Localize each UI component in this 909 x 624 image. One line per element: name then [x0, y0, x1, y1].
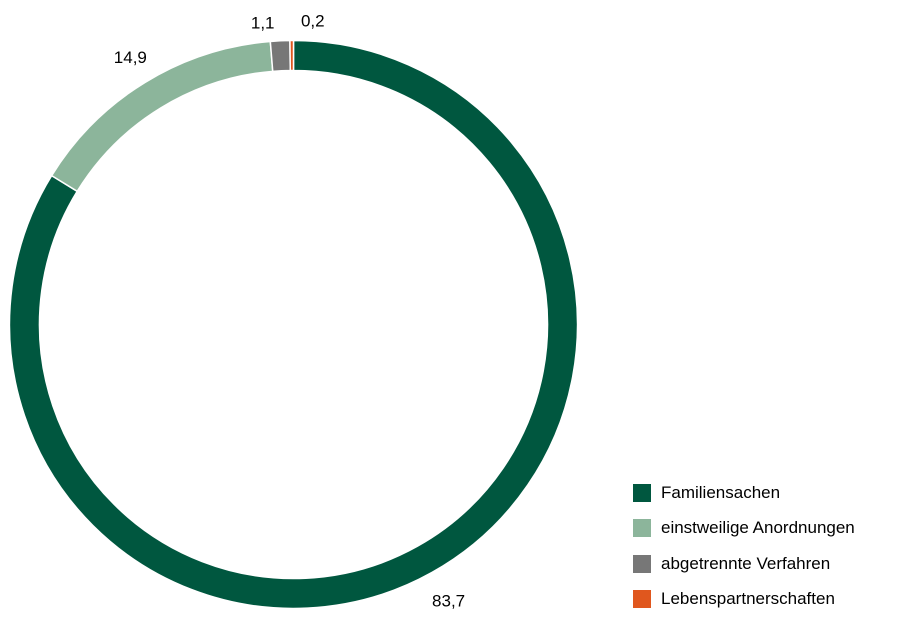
slice-abgetrennte-verfahren — [269, 39, 292, 73]
donut-slices — [8, 39, 579, 610]
legend-item-lebenspartnerschaften: Lebenspartnerschaften — [633, 589, 855, 610]
slice-einstweilige-anordnungen — [50, 40, 274, 193]
legend: Familiensachen einstweilige Anordnungen … — [633, 482, 855, 624]
data-labels: 83,7 14,9 1,1 0,2 — [114, 12, 465, 611]
slice-lebenspartnerschaften — [289, 39, 295, 72]
legend-swatch-einstweilige-anordnungen — [633, 519, 651, 537]
legend-label-familiensachen: Familiensachen — [661, 482, 781, 502]
legend-swatch-familiensachen — [633, 483, 651, 502]
legend-swatch-abgetrennte-verfahren — [633, 554, 651, 573]
legend-label-einstweilige-anordnungen: einstweilige Anordnungen — [661, 518, 855, 537]
data-label-lebenspartnerschaften: 0,2 — [301, 12, 325, 31]
legend-item-einstweilige-anordnungen: einstweilige Anordnungen — [633, 518, 855, 539]
legend-item-familiensachen: Familiensachen — [633, 482, 855, 503]
data-label-familiensachen: 83,7 — [432, 592, 465, 611]
slice-familiensachen — [8, 39, 579, 610]
data-label-einstweilige-anordnungen: 14,9 — [114, 48, 147, 67]
legend-swatch-lebenspartnerschaften — [633, 590, 651, 608]
legend-label-lebenspartnerschaften: Lebenspartnerschaften — [661, 589, 835, 608]
legend-label-abgetrennte-verfahren: abgetrennte Verfahren — [661, 553, 831, 573]
legend-item-abgetrennte-verfahren: abgetrennte Verfahren — [633, 553, 855, 574]
data-label-abgetrennte-verfahren: 1,1 — [251, 14, 275, 33]
